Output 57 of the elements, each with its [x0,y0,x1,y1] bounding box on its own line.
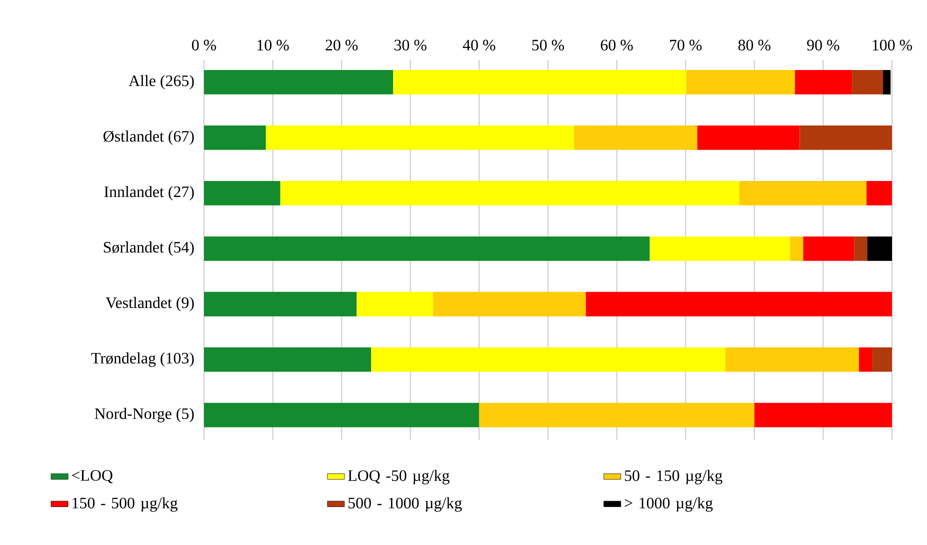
bar [866,181,892,206]
bar [854,236,868,261]
x-tick-label: 90 % [807,40,840,51]
bar [479,402,754,428]
y-tick-label: Sørlandet (54) [104,241,194,256]
y-tick-label: Trøndelag (103) [91,352,194,367]
bar [852,70,884,94]
bar [803,236,854,261]
bar [872,347,892,372]
bar [371,347,726,372]
bar [739,181,867,206]
bar [393,70,686,94]
y-tick-label: Alle (265) [128,75,194,90]
x-tick-label: 70 % [670,40,702,51]
x-tick-label: 100 % [872,40,912,51]
bar [266,126,574,150]
bar [574,126,698,150]
bar [586,292,892,316]
x-tick-label: 50 % [532,40,564,51]
bar [204,236,650,261]
x-tick-label: 10 % [258,40,289,51]
y-tick-label: Østlandet (67) [104,130,194,145]
bar [204,292,357,316]
bar [204,402,480,428]
x-tick-label: 0 % [192,40,216,51]
bar [280,181,740,206]
x-tick-label: 80 % [738,40,770,51]
y-tick-label: Innlandet (27) [104,186,194,200]
bar [867,236,892,261]
y-tick-label: Vestlandet (9) [106,296,194,312]
bar [204,126,266,150]
x-tick-label: 60 % [600,40,633,51]
x-tick-label: 20 % [326,40,358,51]
legend-label: > 1000 µg/kg [624,497,713,512]
legend-label: LOQ -50 µg/kg [348,470,450,484]
bar [433,292,586,316]
legend-label: <LOQ [72,470,113,484]
x-tick-label: 30 % [394,40,426,51]
bar [883,70,891,94]
bar [800,126,892,150]
bar [686,70,795,94]
y-tick-label: Nord-Norge (5) [94,408,194,422]
bar [356,292,434,316]
legend-label: 50 - 150 µg/kg [624,470,722,484]
x-tick-label: 40 % [462,40,496,51]
bar [204,181,280,206]
bar [725,347,859,372]
bar [204,347,372,372]
legend-label: 500 - 1000 µg/kg [348,497,462,512]
bar [650,236,790,261]
bar [790,236,804,261]
bar [754,402,892,428]
bar [858,347,872,372]
bar [204,70,394,94]
bar [697,126,800,150]
bar [794,70,852,94]
legend-label: 150 - 500 µg/kg [72,497,178,512]
